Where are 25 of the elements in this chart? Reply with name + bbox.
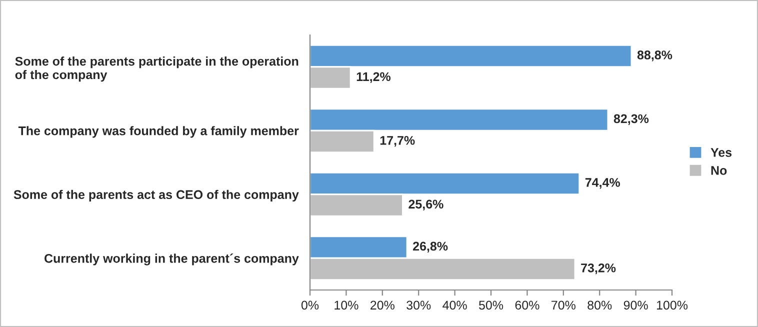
data-label: 26,8%: [413, 242, 448, 252]
y-tick-label: Some of the parents act as CEO of the company: [14, 190, 299, 202]
x-tick-label: 60%: [515, 300, 540, 310]
x-tick-label: 0%: [301, 300, 319, 310]
data-label: 11,2%: [356, 72, 391, 83]
x-tick-label: 40%: [442, 300, 467, 310]
legend-label: No: [711, 166, 727, 175]
data-label: 17,7%: [380, 136, 415, 147]
data-label: 82,3%: [614, 114, 649, 125]
x-tick-label: 10%: [334, 300, 358, 310]
x-tick-label: 80%: [588, 300, 612, 310]
data-label: 73,2%: [581, 263, 616, 274]
y-tick-label: Some of the parents participate in the operation of the company: [15, 56, 298, 82]
x-tick-label: 90%: [624, 300, 648, 310]
y-tick-label: The company was founded by a family member: [18, 126, 299, 138]
x-tick-label: 20%: [370, 300, 394, 310]
x-tick-label: 70%: [552, 300, 576, 310]
y-tick-label: Currently working in the parent´s company: [44, 254, 299, 266]
data-label: 25,6%: [408, 200, 444, 210]
data-label: 88,8%: [637, 50, 672, 62]
data-label: 74,4%: [585, 178, 620, 189]
x-tick-label: 50%: [478, 300, 504, 310]
legend-label: Yes: [710, 148, 732, 157]
x-tick-label: 30%: [406, 300, 431, 310]
x-tick-label: 100%: [656, 300, 688, 310]
